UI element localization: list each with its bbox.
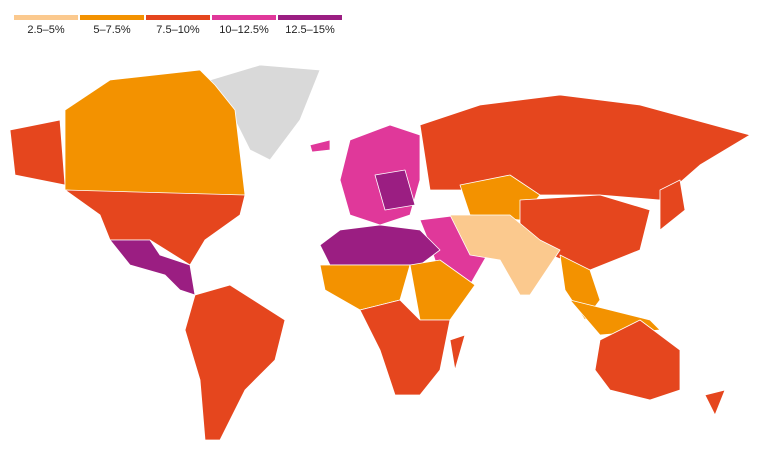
region bbox=[704, 389, 726, 416]
region bbox=[409, 259, 476, 321]
region bbox=[9, 119, 66, 186]
region bbox=[374, 169, 416, 211]
region bbox=[594, 319, 681, 401]
region bbox=[309, 139, 331, 153]
legend: 2.5–5% 5–7.5% 7.5–10% 10–12.5% 12.5–15% bbox=[14, 15, 342, 36]
legend-label: 12.5–15% bbox=[285, 24, 335, 36]
legend-label: 10–12.5% bbox=[219, 24, 269, 36]
region bbox=[659, 179, 686, 231]
legend-swatch bbox=[80, 15, 144, 20]
legend-swatch bbox=[278, 15, 342, 20]
legend-label: 5–7.5% bbox=[93, 24, 131, 36]
legend-swatch bbox=[146, 15, 210, 20]
region bbox=[359, 299, 451, 396]
region bbox=[449, 214, 561, 296]
region bbox=[319, 224, 441, 266]
region bbox=[449, 334, 466, 371]
legend-label: 7.5–10% bbox=[156, 24, 200, 36]
region bbox=[184, 284, 286, 441]
regions bbox=[9, 64, 751, 441]
legend-label: 2.5–5% bbox=[27, 24, 65, 36]
legend-swatch bbox=[14, 15, 78, 20]
legend-swatch bbox=[212, 15, 276, 20]
region bbox=[64, 69, 246, 196]
